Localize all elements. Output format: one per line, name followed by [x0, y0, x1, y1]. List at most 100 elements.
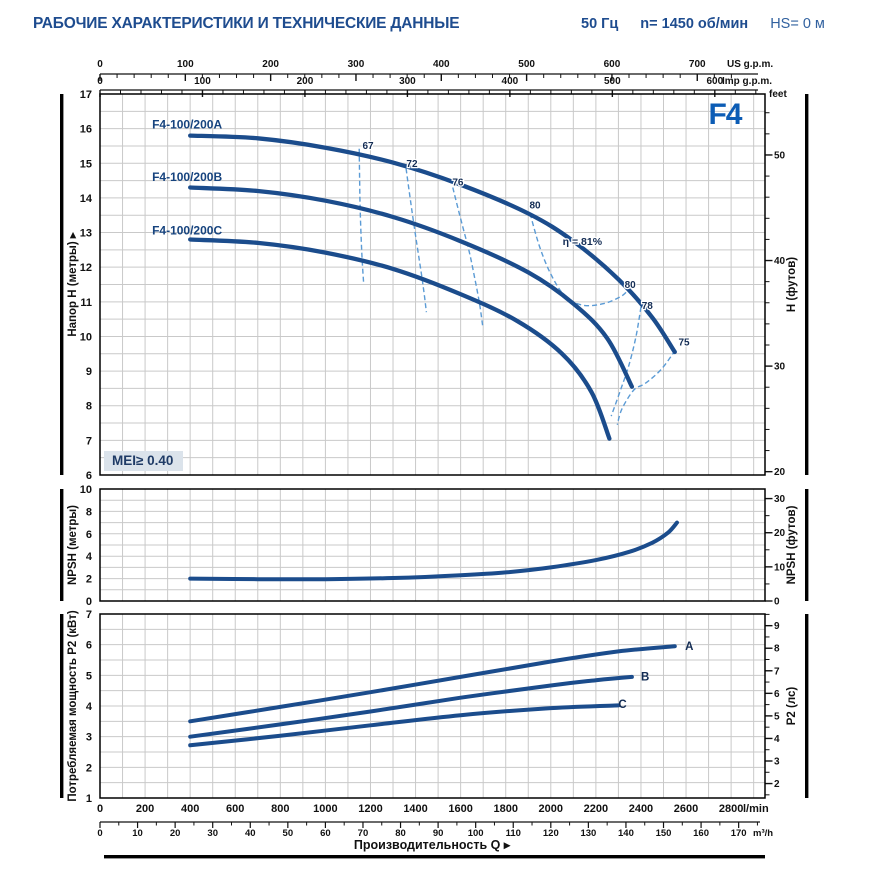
- m3h-tick-label: 80: [395, 828, 406, 839]
- p2-hp-tick-label: 6: [774, 689, 780, 700]
- npsh-m-tick-label: 6: [86, 529, 92, 541]
- efficiency-label: 67: [362, 141, 374, 152]
- curve-label-A: A: [685, 641, 693, 653]
- left-axis-bar: [60, 614, 64, 798]
- m3h-tick-label: 0: [97, 828, 102, 839]
- head-m-tick-label: 7: [86, 435, 92, 447]
- lmin-unit: l/min: [743, 803, 769, 815]
- head-m-tick-label: 9: [86, 366, 92, 378]
- us-gpm-tick-label: 300: [348, 59, 365, 70]
- lmin-tick-label: 200: [136, 803, 154, 815]
- p2-hp-tick-label: 2: [774, 779, 780, 790]
- head-left-axis-title: Напор H (метры) ▸: [67, 231, 79, 336]
- efficiency-label: 80: [625, 280, 637, 291]
- us-gpm-unit: US g.p.m.: [727, 59, 773, 70]
- imp-gpm-tick-label: 400: [502, 76, 519, 87]
- m3h-tick-label: 160: [693, 828, 709, 839]
- efficiency-label: 72: [406, 159, 418, 170]
- mei-badge: MEI≥ 0.40: [104, 451, 184, 471]
- imp-gpm-unit: Imp g.p.m.: [722, 76, 772, 87]
- p2-kw-tick-label: 6: [86, 640, 92, 652]
- m3h-unit: m³/h: [753, 828, 773, 839]
- suction-head-value: HS= 0 м: [770, 16, 825, 32]
- p2-hp-tick-label: 7: [774, 666, 780, 677]
- right-axis-bar: [805, 94, 809, 475]
- p2-right-axis-title: P2 (лс): [786, 687, 798, 726]
- curve-F4-100/200C: [188, 237, 612, 441]
- head-m-tick-label: 8: [86, 401, 92, 413]
- imp-gpm-tick-label: 0: [97, 76, 103, 87]
- efficiency-label: 76: [452, 177, 464, 188]
- curve-NPSH: [188, 520, 679, 582]
- imp-gpm-tick-label: 200: [297, 76, 314, 87]
- npsh-m-tick-label: 10: [80, 484, 92, 496]
- npsh-plot-border: [99, 488, 766, 602]
- m3h-tick-label: 50: [283, 828, 294, 839]
- left-axis-bar: [60, 489, 64, 601]
- us-gpm-tick-label: 600: [604, 59, 621, 70]
- p2-plot-border: [99, 613, 766, 799]
- m3h-tick-label: 20: [170, 828, 181, 839]
- lmin-tick-label: 1600: [448, 803, 472, 815]
- npsh-ft-tick-label: 20: [774, 528, 786, 539]
- imp-gpm-tick-label: 300: [399, 76, 416, 87]
- left-axis-bar: [60, 94, 64, 475]
- us-gpm-tick-label: 500: [518, 59, 535, 70]
- p2-kw-tick-label: 7: [86, 609, 92, 621]
- page-title: РАБОЧИЕ ХАРАКТЕРИСТИКИ И ТЕХНИЧЕСКИЕ ДАН…: [33, 15, 460, 32]
- m3h-tick-label: 90: [433, 828, 444, 839]
- lmin-tick-label: 2800: [719, 803, 743, 815]
- lmin-tick-label: 400: [181, 803, 199, 815]
- m3h-tick-label: 110: [506, 828, 521, 839]
- p2-hp-tick-label: 3: [774, 757, 780, 768]
- head-m-tick-label: 6: [86, 470, 92, 482]
- us-gpm-tick-label: 400: [433, 59, 450, 70]
- lmin-tick-label: 2600: [674, 803, 698, 815]
- lmin-tick-label: 1200: [358, 803, 382, 815]
- lmin-tick-label: 0: [97, 803, 103, 815]
- head-m-tick-label: 11: [80, 297, 92, 309]
- us-gpm-tick-label: 200: [262, 59, 279, 70]
- efficiency-annotation: η = 81%: [563, 236, 603, 248]
- lmin-tick-label: 2200: [584, 803, 608, 815]
- us-gpm-tick-label: 0: [97, 59, 103, 70]
- right-axis-bar: [805, 614, 809, 798]
- curve-label-C: C: [618, 699, 626, 711]
- curve-label-F4-100/200C: F4-100/200C: [152, 223, 222, 237]
- npsh-m-tick-label: 4: [86, 551, 93, 563]
- efficiency-label: 75: [678, 338, 690, 349]
- m3h-tick-label: 30: [207, 828, 218, 839]
- head-m-tick-label: 13: [80, 228, 92, 240]
- efficiency-contour: [358, 148, 365, 285]
- efficiency-contour: [405, 168, 428, 313]
- m3h-tick-label: 140: [618, 828, 634, 839]
- efficiency-label: 80: [529, 201, 541, 212]
- efficiency-label: 78: [642, 301, 654, 312]
- p2-left-axis-title: Потребляемая мощность P2 (кВт): [67, 610, 79, 801]
- lmin-tick-label: 600: [226, 803, 244, 815]
- m3h-tick-label: 60: [320, 828, 331, 839]
- efficiency-contour: [610, 306, 642, 417]
- npsh-ft-tick-label: 0: [774, 597, 780, 608]
- head-ft-tick-label: 30: [774, 362, 786, 373]
- head-m-tick-label: 10: [80, 331, 92, 343]
- npsh-left-axis-title: NPSH (метры): [67, 505, 79, 585]
- curve-F4-100/200A: [188, 133, 677, 355]
- head-ft-tick-label: 50: [774, 150, 786, 161]
- head-m-tick-label: 15: [80, 158, 92, 170]
- m3h-tick-label: 10: [132, 828, 143, 839]
- head-plot-border: [99, 93, 766, 476]
- imp-gpm-tick-label: 600: [706, 76, 723, 87]
- p2-kw-tick-label: 3: [86, 732, 92, 744]
- lmin-tick-label: 2400: [629, 803, 653, 815]
- x-axis-underline: [104, 855, 765, 859]
- p2-hp-tick-label: 4: [774, 734, 780, 745]
- head-ft-tick-label: 40: [774, 256, 786, 267]
- npsh-m-tick-label: 8: [86, 506, 92, 518]
- npsh-m-tick-label: 0: [86, 596, 92, 608]
- imp-gpm-tick-label: 100: [194, 76, 211, 87]
- imp-gpm-tick-label: 500: [604, 76, 621, 87]
- curve-A: [188, 644, 677, 724]
